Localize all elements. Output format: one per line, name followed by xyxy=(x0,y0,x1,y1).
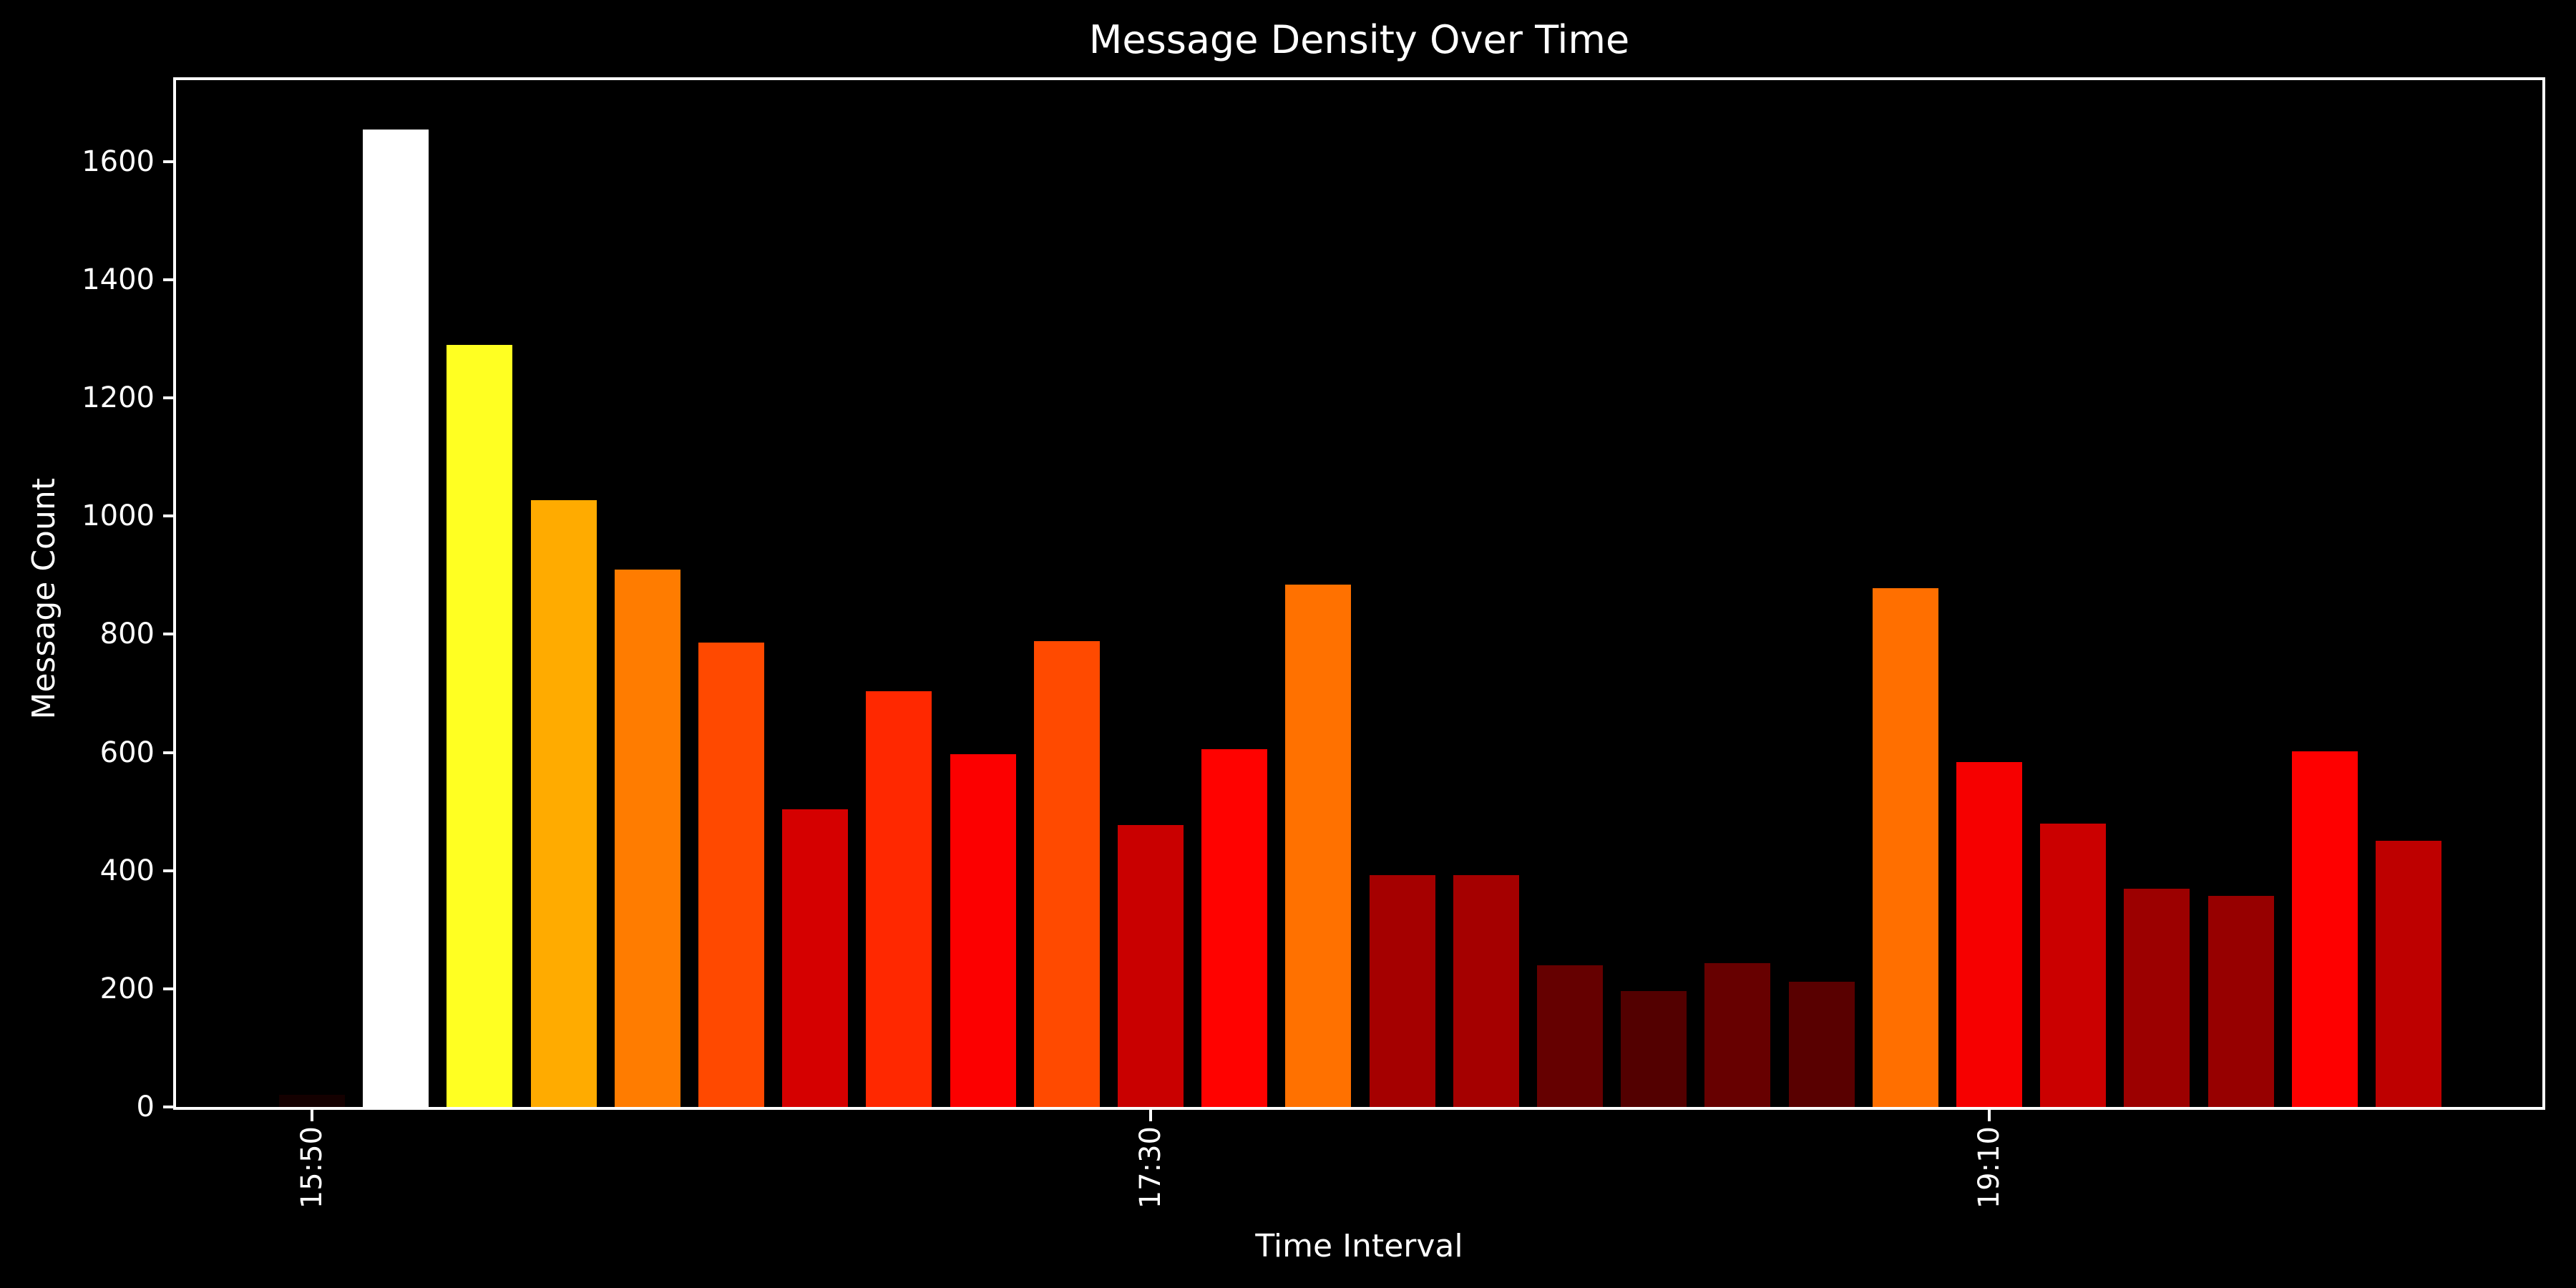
x-tick-mark xyxy=(1149,1110,1152,1121)
x-tick-label: 17:30 xyxy=(1134,1126,1167,1209)
bar-19:10 xyxy=(1956,761,2022,1107)
x-tick-mark xyxy=(311,1110,313,1121)
y-tick-mark xyxy=(163,514,173,518)
bar-16:50 xyxy=(782,809,849,1107)
chart-title: Message Density Over Time xyxy=(1088,17,1630,62)
y-tick-label: 800 xyxy=(99,618,155,651)
bar-17:00 xyxy=(866,691,932,1107)
y-tick-label: 600 xyxy=(99,736,155,769)
y-tick-mark xyxy=(163,1106,173,1108)
y-axis-label: Message Count xyxy=(26,478,62,720)
y-tick-label: 0 xyxy=(136,1091,155,1123)
y-tick-mark xyxy=(163,633,173,636)
bar-17:40 xyxy=(1201,749,1268,1107)
bar-19:30 xyxy=(2124,888,2190,1107)
bar-18:20 xyxy=(1537,965,1603,1107)
y-tick-mark xyxy=(163,869,173,872)
y-tick-mark xyxy=(163,987,173,990)
x-tick-mark xyxy=(1988,1110,1991,1121)
bar-19:20 xyxy=(2040,823,2107,1107)
bar-18:30 xyxy=(1621,991,1687,1107)
y-tick-label: 1600 xyxy=(82,145,155,178)
bar-16:00 xyxy=(363,129,429,1107)
y-tick-label: 1200 xyxy=(82,381,155,415)
y-tick-mark xyxy=(163,396,173,400)
bar-15:50 xyxy=(279,1095,345,1107)
bar-16:20 xyxy=(530,500,597,1107)
y-tick-label: 400 xyxy=(99,854,155,887)
bar-19:50 xyxy=(2291,751,2358,1107)
bar-17:20 xyxy=(1033,641,1100,1107)
y-tick-mark xyxy=(163,160,173,163)
y-tick-mark xyxy=(163,751,173,754)
y-tick-label: 200 xyxy=(99,972,155,1005)
x-tick-label: 15:50 xyxy=(296,1126,328,1209)
bar-19:40 xyxy=(2207,896,2274,1107)
y-tick-mark xyxy=(163,278,173,282)
bar-18:50 xyxy=(1788,981,1855,1107)
bar-19:00 xyxy=(1872,588,1938,1107)
x-tick-label: 19:10 xyxy=(1973,1126,2006,1209)
bar-17:50 xyxy=(1285,585,1352,1107)
bar-18:10 xyxy=(1453,875,1519,1107)
y-tick-label: 1400 xyxy=(82,263,155,297)
bar-18:00 xyxy=(1369,875,1435,1107)
bar-17:10 xyxy=(950,754,1016,1107)
bar-16:10 xyxy=(447,344,513,1107)
y-tick-label: 1000 xyxy=(82,499,155,533)
bar-16:40 xyxy=(698,643,764,1107)
bar-17:30 xyxy=(1118,825,1184,1107)
bar-18:40 xyxy=(1704,963,1771,1107)
x-axis-label: Time Interval xyxy=(1255,1228,1463,1264)
bar-16:30 xyxy=(614,569,680,1107)
bar-20:00 xyxy=(2376,841,2441,1107)
